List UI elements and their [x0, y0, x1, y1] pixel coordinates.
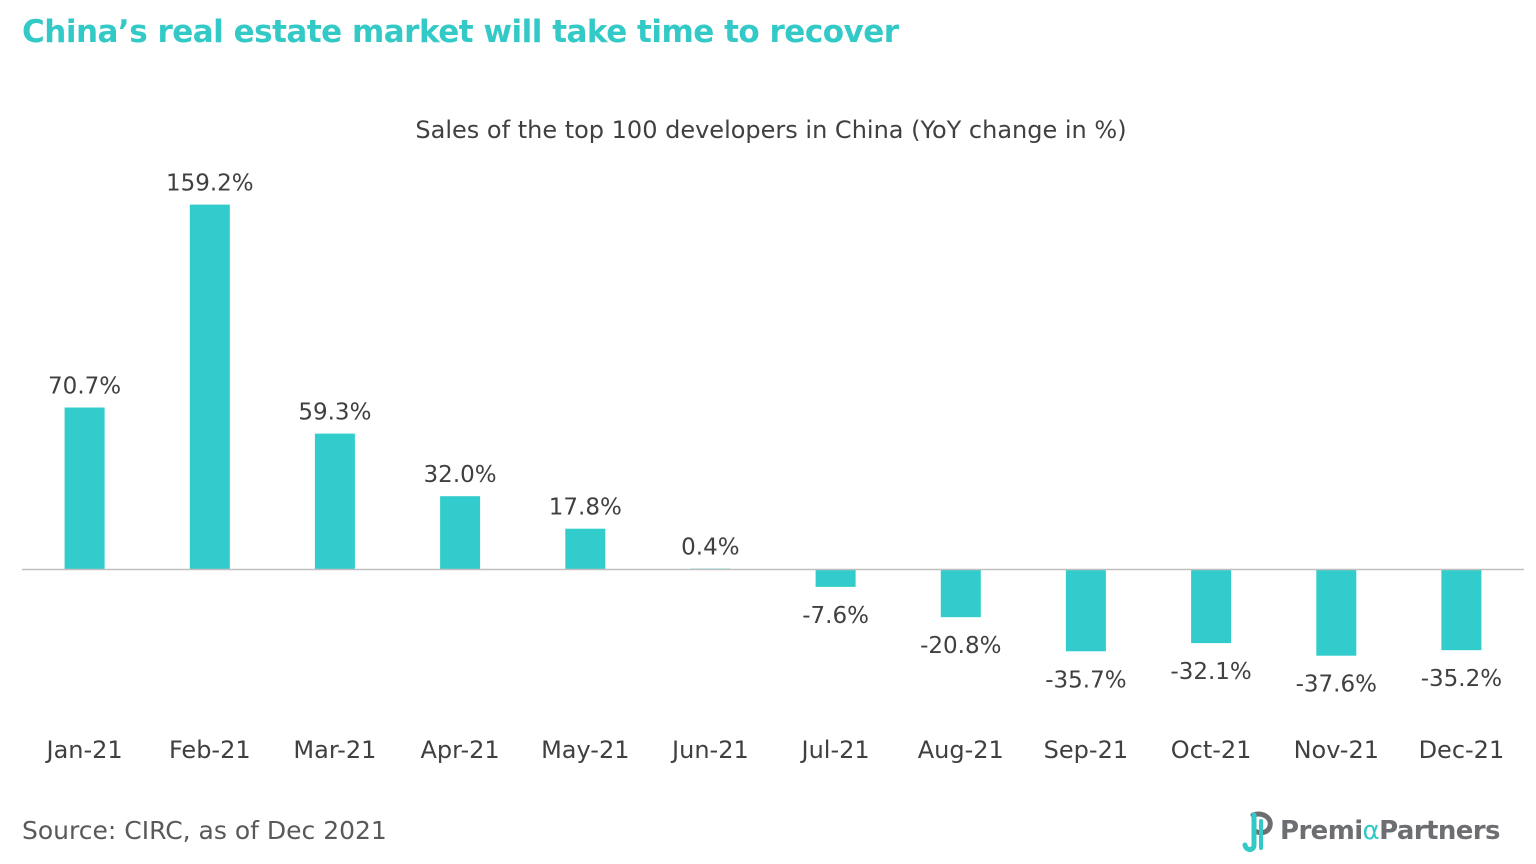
data-label-feb-21: 159.2% [166, 171, 254, 197]
bar-may-21 [565, 528, 606, 570]
brand-logo: PremiαPartners [1240, 808, 1500, 854]
data-label-apr-21: 32.0% [424, 462, 497, 488]
x-tick-labels-group: Jan-21 Feb-21 Mar-21 Apr-21 May-21 Jun-21 Jul-… [44, 736, 1504, 764]
logo-word-partners: Partners [1379, 816, 1500, 846]
source-note: Source: CIRC, as of Dec 2021 [22, 816, 387, 845]
x-tick-jan-21: Jan-21 [44, 736, 122, 764]
bar-sep-21 [1065, 569, 1106, 652]
x-tick-mar-21: Mar-21 [293, 736, 376, 764]
data-label-nov-21: -37.6% [1296, 672, 1377, 698]
bar-jul-21 [815, 569, 856, 587]
x-tick-oct-21: Oct-21 [1171, 736, 1252, 764]
bar-chart: Sales of the top 100 developers in China… [22, 116, 1524, 764]
data-label-jul-21: -7.6% [802, 603, 869, 629]
x-tick-apr-21: Apr-21 [421, 736, 500, 764]
bar-jan-21 [64, 407, 105, 570]
logo-alpha: α [1362, 816, 1380, 846]
data-labels-group: 70.7% 159.2% 59.3% 32.0% 17.8% 0.4% -7.6% -20.8… [48, 171, 1502, 698]
data-label-sep-21: -35.7% [1045, 667, 1126, 693]
x-tick-nov-21: Nov-21 [1294, 736, 1379, 764]
bars-group [64, 204, 1482, 656]
x-tick-dec-21: Dec-21 [1419, 736, 1505, 764]
x-tick-aug-21: Aug-21 [918, 736, 1004, 764]
logo-word-premi: Premi [1280, 816, 1363, 846]
data-label-oct-21: -32.1% [1170, 659, 1251, 685]
x-tick-jun-21: Jun-21 [670, 736, 749, 764]
data-label-aug-21: -20.8% [920, 633, 1001, 659]
logo-wordmark: PremiαPartners [1280, 816, 1500, 846]
bar-mar-21 [314, 433, 355, 570]
bar-aug-21 [940, 569, 981, 618]
x-tick-feb-21: Feb-21 [169, 736, 251, 764]
x-tick-sep-21: Sep-21 [1044, 736, 1128, 764]
data-label-may-21: 17.8% [549, 495, 622, 521]
x-tick-jul-21: Jul-21 [800, 736, 870, 764]
data-label-dec-21: -35.2% [1421, 666, 1502, 692]
x-tick-may-21: May-21 [541, 736, 629, 764]
logo-mark-icon [1242, 811, 1273, 852]
data-label-jan-21: 70.7% [48, 374, 121, 400]
bar-dec-21 [1441, 569, 1482, 651]
data-label-mar-21: 59.3% [298, 400, 371, 426]
bar-oct-21 [1191, 569, 1232, 644]
bar-apr-21 [440, 496, 481, 570]
bar-feb-21 [189, 204, 230, 570]
headline: China’s real estate market will take tim… [22, 14, 899, 50]
data-label-jun-21: 0.4% [681, 535, 739, 561]
bar-nov-21 [1316, 569, 1357, 656]
chart-title: Sales of the top 100 developers in China… [415, 116, 1126, 144]
